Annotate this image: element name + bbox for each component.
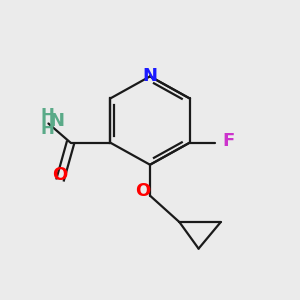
Text: H: H (40, 107, 54, 125)
Text: O: O (135, 182, 150, 200)
Text: F: F (222, 132, 234, 150)
Text: N: N (50, 112, 65, 130)
Text: O: O (52, 166, 68, 184)
Text: H: H (40, 120, 54, 138)
Text: N: N (142, 68, 158, 85)
